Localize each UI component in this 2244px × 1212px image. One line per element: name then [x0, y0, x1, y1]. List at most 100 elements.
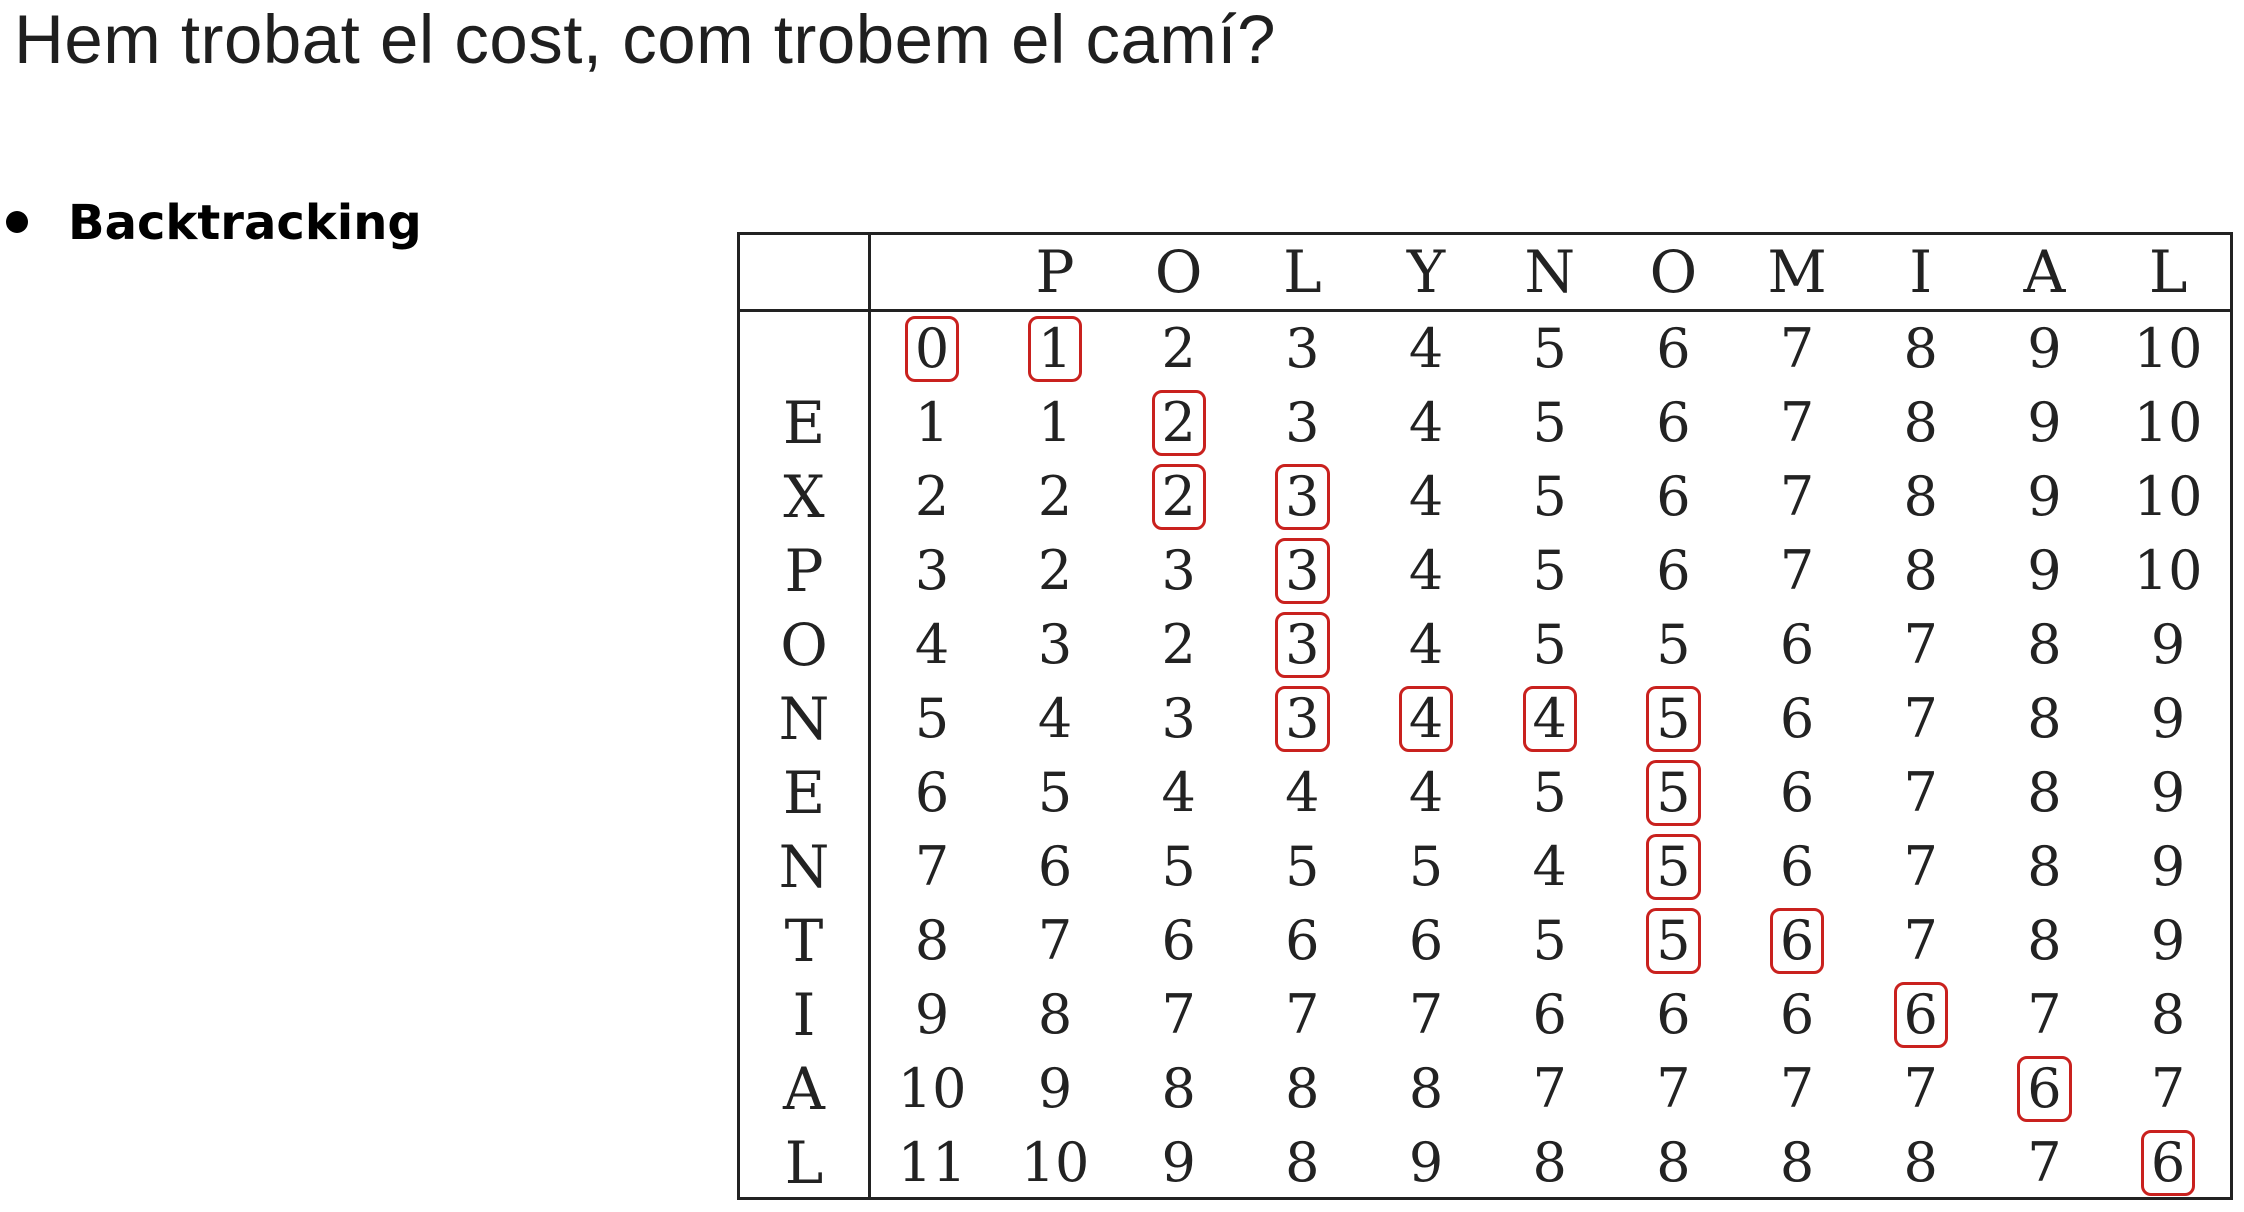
- table-cell: 7: [1735, 534, 1859, 608]
- table-cell: 2: [1117, 386, 1241, 460]
- table-cell: 6: [1612, 386, 1736, 460]
- bullet-dot-icon: [6, 211, 28, 233]
- cell-value: 5: [1037, 761, 1073, 824]
- cell-value: 10: [2133, 317, 2203, 380]
- column-header: N: [1487, 235, 1612, 312]
- table-cell: 3: [1241, 682, 1365, 756]
- column-header: O: [1611, 235, 1736, 312]
- table-cell: 8: [1241, 1126, 1365, 1200]
- cell-value: 5: [1532, 465, 1567, 528]
- table-cell: 3: [870, 534, 994, 608]
- cell-value: 9: [1408, 1131, 1444, 1194]
- table-cell: 10: [2106, 386, 2230, 460]
- table-cell: 2: [1117, 460, 1241, 534]
- table-cell: 5: [870, 682, 994, 756]
- path-cell-value: 5: [1646, 908, 1701, 974]
- row-label: A: [740, 1052, 871, 1126]
- cell-value: 2: [1037, 465, 1073, 528]
- table-cell: 5: [1117, 830, 1241, 904]
- cell-value: 7: [1779, 465, 1815, 528]
- cell-value: 4: [1408, 539, 1444, 602]
- row-label: T: [740, 904, 871, 978]
- table-cell: 7: [1983, 978, 2107, 1052]
- bullet-label: Backtracking: [68, 195, 422, 251]
- table-cell: 8: [1983, 682, 2107, 756]
- cell-value: 6: [1532, 983, 1567, 1046]
- row-label: X: [740, 460, 871, 534]
- table-cell: 4: [1364, 682, 1488, 756]
- cell-value: 7: [2027, 1131, 2062, 1194]
- dp-matrix: P O L Y N O M I A L 0 1 2 3 4 5 6 7 8 9 10 E 1 1 2 3 4 5 6 7 8 9 10 X 2 2 2 3…: [740, 235, 2230, 1200]
- cell-value: 8: [1285, 1057, 1320, 1120]
- cell-value: 8: [1656, 1131, 1691, 1194]
- row-label: O: [740, 608, 871, 682]
- table-cell: 4: [1364, 534, 1488, 608]
- cell-value: 2: [1037, 539, 1073, 602]
- column-header: L: [2106, 235, 2230, 312]
- table-cell: 7: [1735, 460, 1859, 534]
- cell-value: 2: [1161, 317, 1196, 380]
- path-cell-value: 6: [2017, 1056, 2072, 1122]
- cell-value: 9: [2150, 613, 2186, 676]
- table-cell: 4: [1488, 682, 1612, 756]
- column-header: L: [1240, 235, 1365, 312]
- table-cell: 8: [1859, 1126, 1983, 1200]
- column-header: Y: [1364, 235, 1488, 312]
- table-cell: 4: [993, 682, 1117, 756]
- table-cell: 6: [1612, 311, 1736, 387]
- cell-value: 10: [2133, 391, 2203, 454]
- table-cell: 7: [1859, 904, 1983, 978]
- cell-value: 7: [1532, 1057, 1567, 1120]
- row-label: I: [740, 978, 871, 1052]
- table-cell: 3: [1241, 534, 1365, 608]
- path-cell-value: 6: [1893, 982, 1948, 1048]
- table-cell: 5: [993, 756, 1117, 830]
- table-cell: 8: [1364, 1052, 1488, 1126]
- cell-value: 7: [1656, 1057, 1691, 1120]
- corner-cell: [740, 235, 871, 312]
- table-cell: 9: [1983, 534, 2107, 608]
- column-header: O: [1116, 235, 1241, 312]
- cell-value: 8: [2027, 613, 2062, 676]
- table-cell: 7: [1859, 756, 1983, 830]
- slide-title: Hem trobat el cost, com trobem el camí?: [14, 1, 1276, 78]
- bullet-item: Backtracking: [0, 188, 422, 258]
- table-cell: 11: [870, 1126, 994, 1200]
- table-cell: 2: [870, 460, 994, 534]
- table-cell: 7: [1735, 311, 1859, 387]
- cell-value: 8: [1903, 391, 1938, 454]
- path-cell-value: 6: [1769, 908, 1825, 974]
- cell-value: 5: [914, 687, 950, 750]
- table-cell: 4: [1364, 460, 1488, 534]
- table-cell: 10: [870, 1052, 994, 1126]
- table-cell: 8: [1735, 1126, 1859, 1200]
- table-cell: 6: [1241, 904, 1365, 978]
- table-cell: 5: [1488, 460, 1612, 534]
- table-cell: 7: [1859, 1052, 1983, 1126]
- table-cell: 5: [1612, 682, 1736, 756]
- cell-value: 9: [2027, 317, 2062, 380]
- cell-value: 8: [2027, 687, 2062, 750]
- path-cell-value: 5: [1646, 760, 1701, 826]
- cell-value: 7: [2150, 1057, 2186, 1120]
- table-cell: 6: [1735, 608, 1859, 682]
- table-row: A 10 9 8 8 8 7 7 7 7 6 7: [740, 1052, 2230, 1126]
- cell-value: 9: [1037, 1057, 1073, 1120]
- table-cell: 3: [1241, 311, 1365, 387]
- column-header: M: [1735, 235, 1859, 312]
- table-cell: 7: [870, 830, 994, 904]
- table-cell: 2: [993, 534, 1117, 608]
- table-row: X 2 2 2 3 4 5 6 7 8 9 10: [740, 460, 2230, 534]
- path-cell-value: 4: [1398, 686, 1454, 752]
- table-cell: 7: [1612, 1052, 1736, 1126]
- table-cell: 3: [1241, 460, 1365, 534]
- path-cell-value: 2: [1151, 390, 1206, 456]
- table-cell: 8: [2106, 978, 2230, 1052]
- cell-value: 5: [1532, 317, 1567, 380]
- table-cell: 6: [1735, 830, 1859, 904]
- cell-value: 7: [1779, 1057, 1815, 1120]
